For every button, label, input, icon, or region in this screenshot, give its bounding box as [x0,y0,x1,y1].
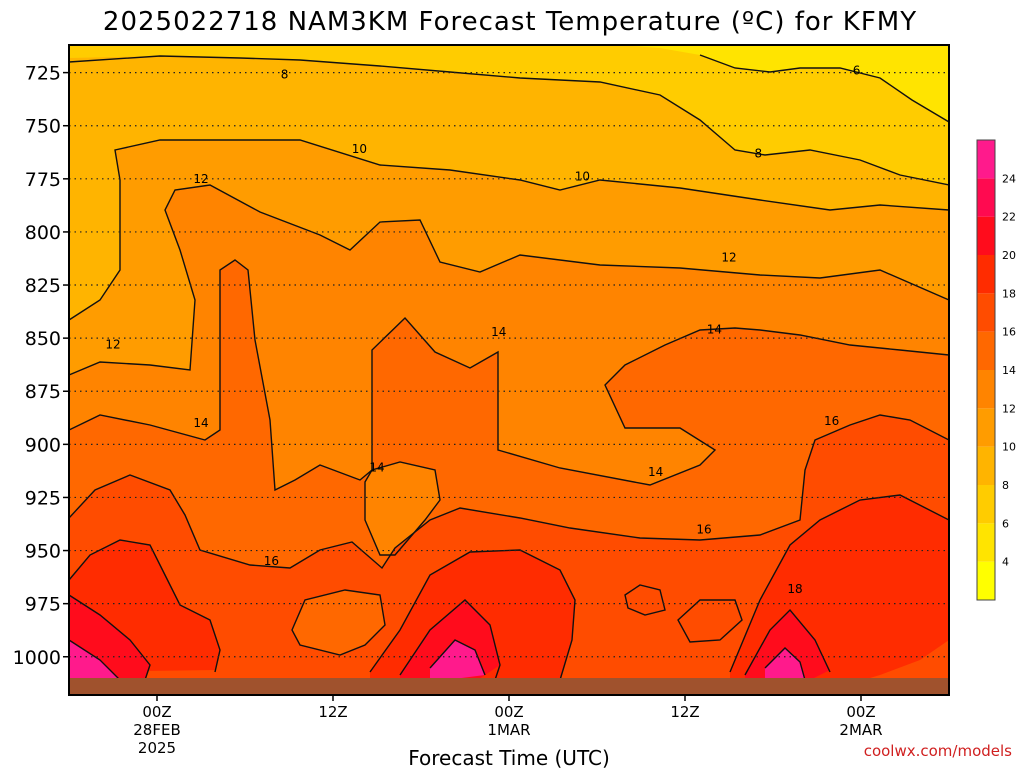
colorbar-tick-label: 24 [1002,172,1016,185]
y-tick-label: 800 [25,222,61,244]
y-tick-label: 750 [25,116,61,138]
isotherm-10 [69,139,949,321]
y-tick-label: 975 [25,594,61,616]
colorbar-segment [977,255,995,294]
colorbar-tick-label: 4 [1002,556,1009,569]
temperature-field [69,45,949,695]
site-credit: coolwx.com/models [864,742,1012,760]
colorbar-segment [977,408,995,447]
contour-label: 14 [648,465,663,479]
isotherm-22-right [764,647,806,681]
colorbar-frame [976,139,996,601]
band-22-24-right [765,648,805,682]
y-tick-label: 775 [25,169,61,191]
y-tick-label: 825 [25,275,61,297]
colorbar-tick-label: 8 [1002,479,1009,492]
isotherm-lines [69,54,949,681]
colorbar-tick-label: 20 [1002,249,1016,262]
y-tick-label: 725 [25,63,61,85]
band-14-16-pocket [365,462,440,555]
colorbar-segment [977,446,995,485]
colorbar: 4 6 8 10 12 14 16 18 20 22 24 [976,139,1016,601]
x-tick-label: 00Z [142,703,171,721]
x-tick-date: 28FEB [133,721,180,739]
contour-label: 14 [369,461,384,475]
contour-label: 14 [491,325,506,339]
colorbar-segment [977,370,995,409]
x-tick-label: 12Z [670,703,699,721]
band-22-24-center [430,640,485,682]
contour-label: 14 [707,323,722,337]
colorbar-segment [977,140,995,179]
y-tick-label: 875 [25,381,61,403]
band-6-8 [69,45,949,185]
contour-label: 12 [105,338,120,352]
band-22-24-left [69,640,120,682]
pressure-gridlines [69,72,949,658]
colorbar-tick-label: 18 [1002,287,1016,300]
colorbar-segment [977,523,995,562]
contour-label: 8 [281,68,289,82]
colorbar-tick-label: 12 [1002,402,1016,415]
isotherm-14 [69,259,949,492]
colorbar-tick-label: 10 [1002,441,1016,454]
isotherm-22-center [429,639,486,676]
band-16-18-pocket [292,590,385,655]
y-axis-ticks: 725 750 775 800 825 850 875 900 925 950 975 1000 [13,63,69,669]
x-tick-label: 12Z [318,703,347,721]
colorbar-tick-label: 22 [1002,211,1016,224]
x-tick-year: 2025 [138,739,176,757]
contour-label: 12 [721,250,736,264]
isotherm-18-left [69,539,221,673]
isotherm-22-left [69,639,121,681]
colorbar-segment [977,293,995,332]
contour-label: 16 [264,554,279,568]
ground-surface [69,678,949,695]
contour-label: 12 [193,172,208,186]
isotherm-20-center [399,599,501,681]
x-tick-label: 00Z [494,703,523,721]
chart-title: 2025022718 NAM3KM Forecast Temperature (… [103,7,917,37]
contour-label: 14 [193,416,208,430]
x-tick-date: 1MAR [487,721,530,739]
colorbar-tick-label: 14 [1002,364,1016,377]
colorbar-segment [977,331,995,370]
isotherm-14-pocket [364,461,441,556]
y-tick-label: 850 [25,328,61,350]
x-tick-label: 00Z [846,703,875,721]
y-tick-label: 1000 [13,647,61,669]
isotherm-16-pocket [291,589,386,656]
x-axis-label: Forecast Time (UTC) [408,746,610,768]
colorbar-segment [977,216,995,255]
contour-label: 18 [787,582,802,596]
contour-label: 10 [575,170,590,184]
x-tick-date: 2MAR [839,721,882,739]
contour-label: 8 [755,146,763,160]
band-4-6 [620,45,949,122]
contour-label: 16 [696,522,711,536]
y-tick-label: 925 [25,487,61,509]
colorbar-segment [977,561,995,600]
colorbar-tick-label: 16 [1002,326,1016,339]
isotherm-8 [69,55,949,186]
isotherm-16-pocket-3 [677,599,743,643]
isotherm-18-right [729,494,949,673]
contour-labels: 8 6 10 8 10 12 12 14 12 14 14 16 14 14 16 16 18 [105,63,860,595]
y-tick-label: 900 [25,434,61,456]
colorbar-segment [977,178,995,217]
isotherm-6 [699,54,949,123]
isotherm-16 [69,414,949,570]
colorbar-tick-label: 6 [1002,517,1009,530]
contour-label: 6 [853,63,861,77]
y-tick-label: 950 [25,541,61,563]
isotherm-12 [69,184,949,376]
contour-label: 10 [352,142,367,156]
contour-label: 16 [824,414,839,428]
isotherm-16-pocket-2 [624,584,666,616]
isotherm-20-left [69,594,151,681]
colorbar-segment [977,485,995,524]
isotherm-20-right [744,608,831,676]
